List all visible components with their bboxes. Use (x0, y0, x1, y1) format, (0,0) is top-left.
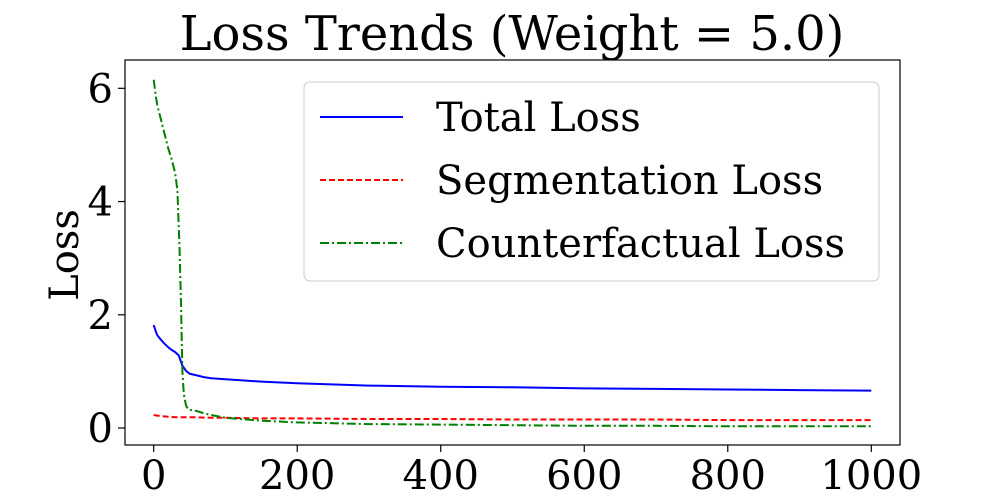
y-tick-label-1: 2 (88, 293, 113, 339)
x-tick-label-5: 1000 (820, 453, 922, 499)
x-tick-label-2: 400 (403, 453, 479, 499)
legend-label-1: Segmentation Loss (436, 158, 823, 204)
y-tick-label-0: 0 (88, 406, 113, 452)
legend-label-2: Counterfactual Loss (436, 221, 845, 267)
legend: Total Loss Segmentation Loss Counterfactua… (303, 81, 880, 282)
y-tick-label-2: 4 (88, 180, 113, 226)
x-tick-label-4: 800 (690, 453, 766, 499)
y-axis-label: Loss (42, 209, 88, 301)
x-tick-label-0: 0 (141, 453, 166, 499)
series-line-2 (152, 79, 872, 428)
x-tick-label-3: 600 (546, 453, 622, 499)
y-tick-label-3: 6 (88, 66, 113, 112)
plot-area (152, 79, 872, 428)
chart-title: Loss Trends (Weight = 5.0) (180, 6, 845, 62)
series-line-1 (153, 414, 872, 422)
legend-label-0: Total Loss (436, 95, 641, 141)
legend-box (303, 81, 880, 282)
series-line-0 (152, 324, 872, 392)
x-tick-label-1: 200 (259, 453, 335, 499)
axes-frame (124, 59, 901, 446)
axis-ticks: 0 200 400 600 800 1000 0 2 4 6 (88, 66, 923, 499)
